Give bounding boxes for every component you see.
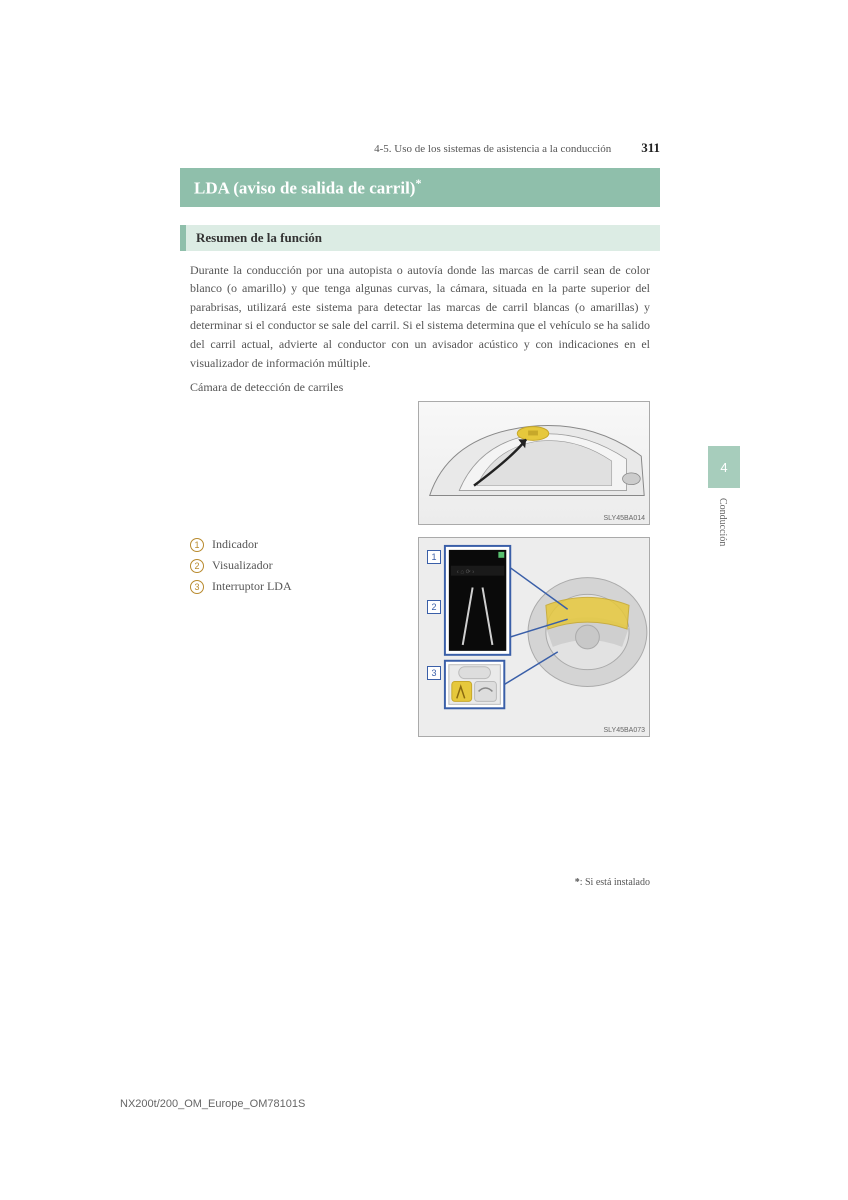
page-header: 4-5. Uso de los sistemas de asistencia a… [180, 140, 660, 156]
figure-row-2: 1 Indicador 2 Visualizador 3 Interruptor… [180, 529, 660, 737]
callout-tag: 1 [427, 550, 441, 564]
footnote-text: : Si está instalado [580, 877, 650, 888]
section-title-text: LDA (aviso de salida de carril) [194, 179, 415, 198]
camera-label: Cámara de detección de carriles [180, 380, 660, 395]
page-content: 4-5. Uso de los sistemas de asistencia a… [180, 140, 660, 888]
figure-code: SLY45BA073 [603, 727, 645, 734]
legend-number-icon: 2 [190, 559, 204, 573]
mirror-icon [623, 473, 641, 485]
vehicle-illustration [419, 402, 649, 524]
legend-number-icon: 1 [190, 538, 204, 552]
chapter-tab-number: 4 [720, 460, 727, 475]
legend-label: Visualizador [212, 558, 273, 573]
chapter-tab-label: Conducción [717, 498, 728, 546]
figure-row-1: SLY45BA014 [180, 401, 660, 525]
indicator-icon [498, 552, 504, 558]
breadcrumb: 4-5. Uso de los sistemas de asistencia a… [374, 143, 611, 155]
legend-label: Indicador [212, 537, 258, 552]
page-number: 311 [641, 140, 660, 156]
document-id: NX200t/200_OM_Europe_OM78101S [120, 1098, 305, 1110]
subsection-heading: Resumen de la función [180, 225, 660, 251]
title-asterisk: * [415, 176, 421, 190]
svg-text:‹ ⌂ ⟳ ›: ‹ ⌂ ⟳ › [457, 570, 474, 576]
legend-label: Interruptor LDA [212, 579, 292, 594]
body-paragraph: Durante la conducción por una autopista … [180, 261, 660, 381]
footnote: *: Si está instalado [180, 877, 660, 888]
legend-number-icon: 3 [190, 580, 204, 594]
chapter-tab: 4 [708, 446, 740, 488]
legend-list: 1 Indicador 2 Visualizador 3 Interruptor… [190, 537, 406, 594]
dashboard-figure: ‹ ⌂ ⟳ › 1 2 3 SLY45BA073 [418, 537, 650, 737]
callout-tag: 2 [427, 600, 441, 614]
legend-item: 2 Visualizador [190, 558, 406, 573]
vehicle-camera-figure: SLY45BA014 [418, 401, 650, 525]
legend-item: 1 Indicador [190, 537, 406, 552]
dashboard-illustration: ‹ ⌂ ⟳ › [419, 538, 649, 736]
callout-tag: 3 [427, 666, 441, 680]
legend-item: 3 Interruptor LDA [190, 579, 406, 594]
section-title-bar: LDA (aviso de salida de carril)* [180, 168, 660, 207]
figure-code: SLY45BA014 [603, 515, 645, 522]
